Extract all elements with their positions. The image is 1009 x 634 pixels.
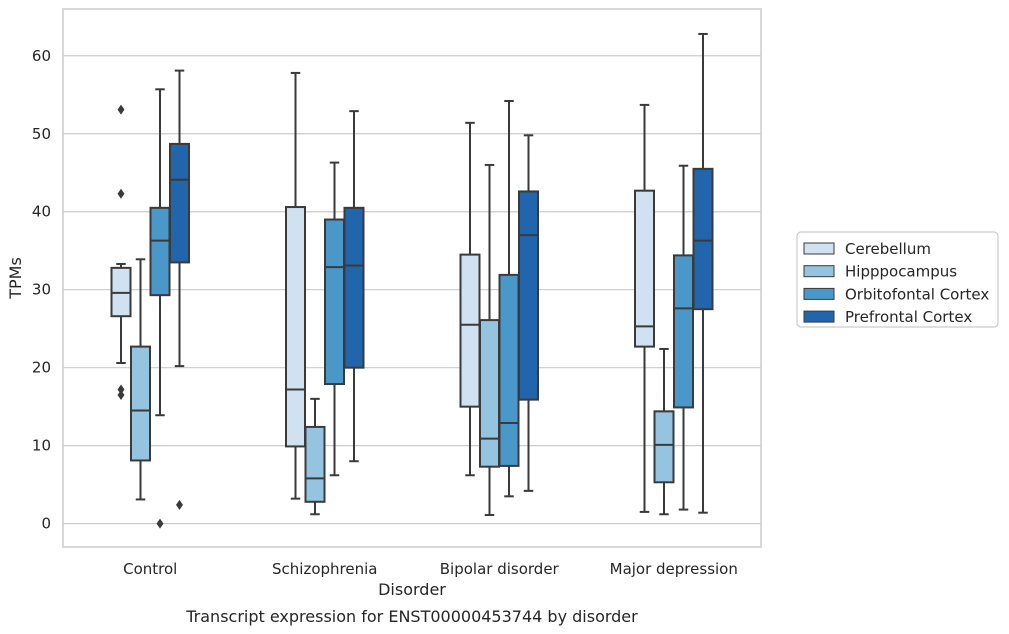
x-tick-label: Control	[123, 560, 177, 578]
box-body	[518, 190, 539, 401]
box-0-2	[459, 121, 481, 477]
legend-label: Cerebellum	[845, 240, 931, 258]
box-body	[285, 206, 306, 448]
box-3-0	[169, 69, 190, 510]
box-2-0	[149, 88, 171, 529]
legend-swatch	[803, 287, 835, 300]
box-body	[130, 345, 151, 462]
box-body	[479, 319, 500, 468]
box-1-0	[130, 258, 151, 501]
box-body	[634, 189, 655, 348]
box-body	[673, 254, 694, 409]
plot-frame	[62, 8, 762, 548]
x-tick-label: Bipolar disorder	[440, 560, 560, 578]
box-body	[459, 253, 481, 408]
legend-label: Orbitofontal Cortex	[845, 285, 989, 303]
box-body	[498, 273, 520, 467]
outlier-point	[117, 188, 125, 199]
legend-swatch	[803, 242, 835, 255]
box-body	[304, 425, 326, 503]
outlier-point	[117, 389, 125, 400]
outlier-point	[117, 384, 125, 395]
box-0-0	[110, 104, 132, 400]
y-tick-label: 60	[32, 47, 51, 65]
y-axis-ticks: 0 10 20 30 40 50 60	[32, 47, 51, 533]
outlier-point	[176, 499, 183, 510]
outlier-point	[156, 518, 164, 529]
box-1-2	[479, 163, 500, 517]
box-body	[169, 142, 190, 264]
y-tick-label: 30	[32, 281, 51, 299]
x-tick-label: Schizophrenia	[272, 560, 377, 578]
x-axis-label: Disorder	[378, 580, 446, 599]
box-series	[110, 32, 714, 529]
outlier-point	[117, 104, 125, 115]
y-tick-label: 0	[41, 515, 51, 533]
box-3-1	[343, 110, 365, 463]
box-1-3	[653, 347, 675, 516]
legend-item: Cerebellum	[803, 240, 931, 258]
legend-item: Hipppocampus	[803, 263, 957, 281]
box-body	[324, 218, 345, 386]
legend: Cerebellum Hipppocampus Orbitofontal Corte…	[796, 231, 999, 328]
y-tick-label: 40	[32, 203, 51, 221]
box-3-2	[518, 134, 539, 492]
chart-caption: Transcript expression for ENST0000045374…	[185, 607, 638, 626]
legend-label: Prefrontal Cortex	[845, 308, 972, 326]
box-2-3	[673, 164, 694, 511]
box-body	[149, 206, 171, 297]
box-body	[692, 167, 714, 311]
box-body	[653, 410, 675, 484]
box-0-3	[634, 103, 655, 513]
legend-item: Prefrontal Cortex	[803, 308, 972, 326]
y-tick-label: 20	[32, 359, 51, 377]
y-tick-label: 50	[32, 125, 51, 143]
legend-item: Orbitofontal Cortex	[803, 285, 989, 303]
box-2-2	[498, 100, 520, 498]
legend-label: Hipppocampus	[845, 263, 957, 281]
box-0-1	[285, 71, 306, 500]
box-body	[343, 206, 365, 369]
y-axis-label: TPMs	[6, 257, 25, 300]
legend-swatch	[803, 265, 835, 278]
box-2-1	[324, 161, 345, 477]
box-1-1	[304, 397, 326, 516]
legend-frame	[796, 231, 999, 328]
y-tick-label: 10	[32, 437, 51, 455]
legend-swatch	[803, 310, 835, 323]
x-tick-label: Major depression	[610, 560, 738, 578]
box-3-3	[692, 32, 714, 514]
x-axis-ticks: Control Schizophrenia Bipolar disorder Majo…	[123, 560, 738, 578]
